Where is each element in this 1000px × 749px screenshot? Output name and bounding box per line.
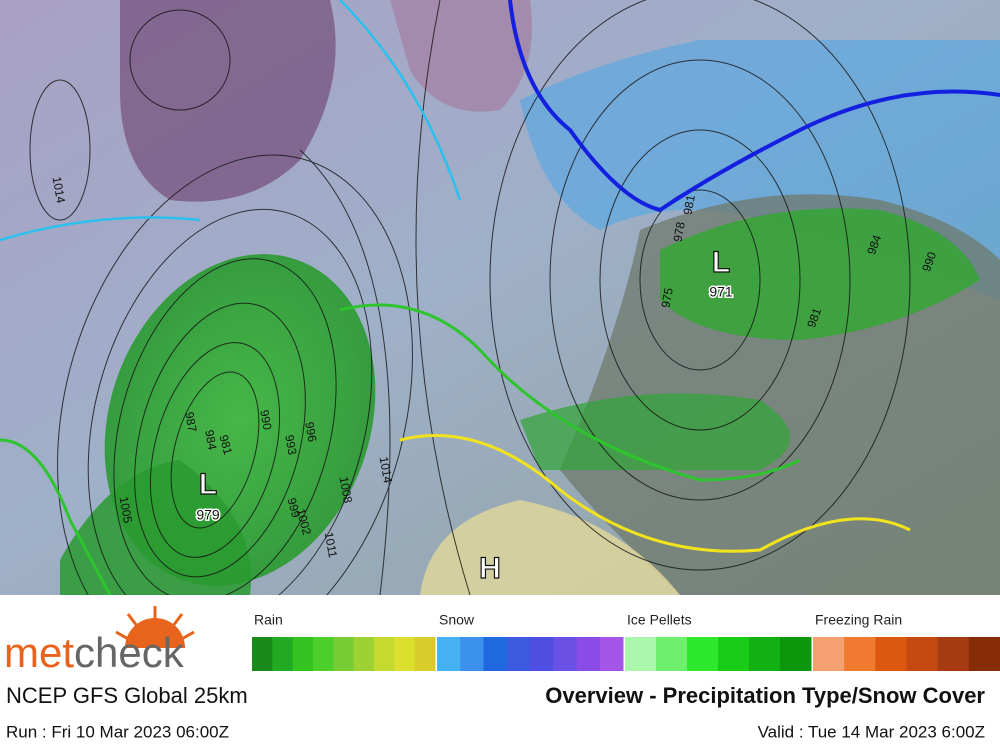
isobar-label: 996 (302, 421, 319, 443)
legend-swatch (394, 637, 416, 671)
model-name: NCEP GFS Global 25km (6, 683, 248, 708)
isobar-label: 1014 (50, 175, 68, 204)
map-title: Overview - Precipitation Type/Snow Cover (545, 683, 985, 708)
legend-swatch (437, 637, 461, 671)
legend-group-label: Snow (439, 612, 475, 628)
legend-group-label: Ice Pellets (627, 612, 692, 628)
pressure-symbol: H (479, 552, 501, 585)
isobar-label: 1002 (294, 507, 315, 537)
isobar-label: 987 (182, 411, 199, 433)
legend-swatch (656, 637, 688, 671)
legend-swatch (460, 637, 484, 671)
legend-swatch (875, 637, 907, 671)
brand: metcheck (4, 629, 185, 676)
legend-swatch (483, 637, 508, 671)
pressure-value: 979 (196, 507, 220, 523)
pressure-symbol: L (199, 468, 217, 501)
brand-part: check (74, 629, 185, 676)
legend-group-label: Rain (254, 612, 283, 628)
isobar-label: 990 (919, 250, 939, 274)
legend-swatch (313, 637, 334, 671)
legend-swatch (813, 637, 845, 671)
isobar-label: 1005 (117, 495, 135, 524)
legend-swatch (749, 637, 781, 671)
isobar-label: 1008 (337, 475, 355, 504)
legend-group-label: Freezing Rain (815, 612, 902, 628)
legend-swatch (780, 637, 812, 671)
legend-swatch (625, 637, 657, 671)
legend-swatch (844, 637, 876, 671)
legend-swatch (414, 637, 436, 671)
legend-swatch (718, 637, 750, 671)
legend-swatch (530, 637, 554, 671)
valid-time: Valid : Tue 14 Mar 2023 6:00Z (758, 722, 985, 741)
legend-swatch (353, 637, 375, 671)
legend-swatch (553, 637, 577, 671)
legend-swatch (252, 637, 273, 671)
isobar-label: 984 (864, 233, 884, 257)
legend-swatch (906, 637, 939, 671)
isobar-label: 990 (257, 409, 274, 431)
run-time: Run : Fri 10 Mar 2023 06:00Z (6, 722, 229, 741)
legend-swatch (937, 637, 970, 671)
legend-swatch (599, 637, 624, 671)
pressure-symbol: L (712, 246, 730, 279)
legend-swatch (687, 637, 719, 671)
isobar-label: 975 (659, 286, 676, 308)
isobar-label: 1014 (377, 455, 395, 484)
isobar-label: 981 (681, 193, 698, 215)
isobar-label: 981 (216, 433, 235, 456)
isobar-label: 981 (804, 306, 824, 330)
isobar-label: 993 (282, 434, 299, 456)
isobar-label: 978 (671, 220, 688, 242)
isobar-label: 1011 (322, 531, 340, 559)
map (0, 0, 1000, 666)
legend-swatch (968, 637, 1000, 671)
brand-part: met (4, 629, 74, 676)
isobar-label: 999 (284, 496, 303, 519)
legend-swatch (333, 637, 355, 671)
legend-swatch (576, 637, 601, 671)
isobar-label: 984 (202, 429, 219, 451)
legend-swatch (292, 637, 314, 671)
pressure-value: 971 (709, 284, 733, 300)
legend-swatch (506, 637, 531, 671)
legend-swatch (272, 637, 294, 671)
logo: metcheck (4, 606, 195, 676)
legend: Rain Snow Ice Pellets Freezing Rain (252, 612, 1000, 671)
legend-swatch (374, 637, 395, 671)
